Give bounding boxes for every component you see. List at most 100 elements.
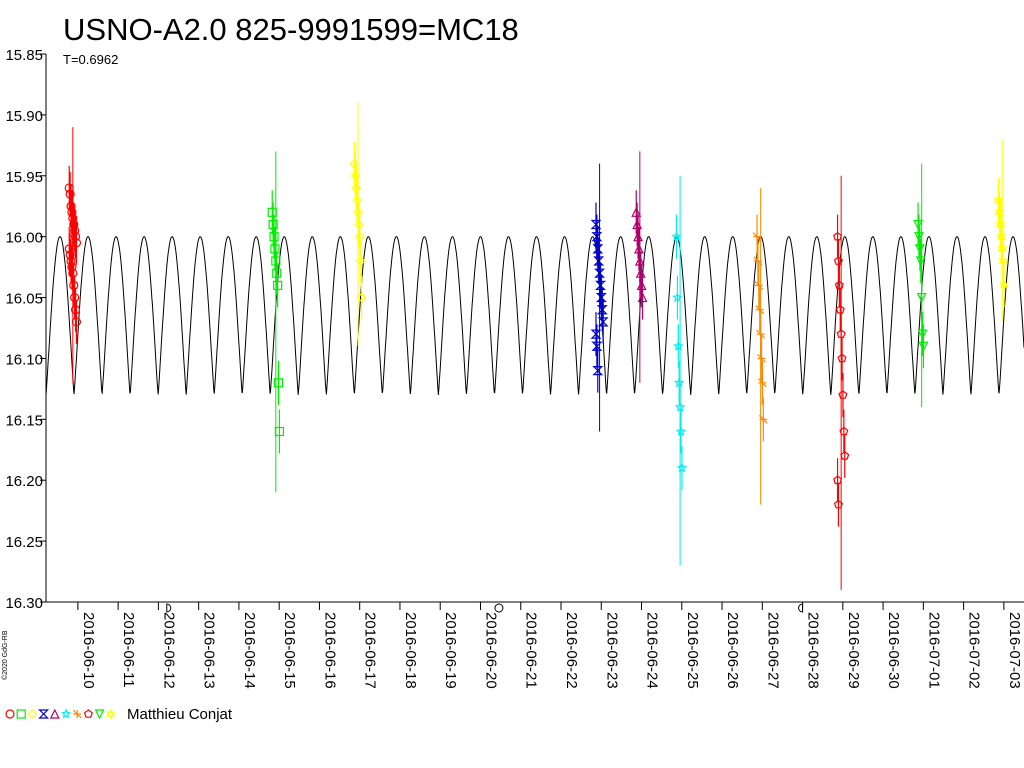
- data-point-diamond: [352, 195, 362, 205]
- observation-series-layer: [64, 102, 1010, 590]
- data-point-star: [671, 231, 682, 242]
- y-tick-label: 15.90: [5, 108, 43, 125]
- x-tick-label: 2016-06-14: [241, 612, 258, 689]
- x-tick-label: 2016-06-12: [160, 612, 177, 689]
- x-tick-label: 2016-06-18: [402, 612, 419, 689]
- y-tick-label: 16.05: [5, 291, 43, 308]
- y-tick-label: 15.95: [5, 169, 43, 186]
- y-tick-label: 16.10: [5, 351, 43, 368]
- data-point-triangle: [633, 243, 644, 254]
- moon-quarter-icon: [798, 603, 804, 613]
- data-point-triangle: [637, 292, 648, 303]
- x-tick-label: 2016-07-02: [966, 612, 983, 689]
- series-star: [671, 175, 688, 566]
- data-point-star: [676, 462, 688, 473]
- legend-observer-name: Matthieu Conjat: [127, 706, 233, 723]
- data-point-hourglass: [592, 366, 604, 376]
- data-point-star-6: [997, 243, 1008, 255]
- y-tick-label: 16.25: [5, 534, 43, 551]
- x-tick-label: 2016-06-19: [442, 612, 459, 689]
- moon-phase-markers: [166, 603, 804, 613]
- data-point-star-6: [995, 218, 1006, 231]
- data-point-circle: [70, 305, 81, 315]
- data-point-circle: [69, 219, 79, 230]
- model-curve-layer: [45, 236, 1024, 396]
- x-tick-label: 2016-06-27: [764, 612, 781, 689]
- data-point-star: [674, 401, 686, 412]
- y-tick-label: 16.30: [5, 595, 43, 612]
- data-point-circle: [70, 225, 80, 236]
- data-point-star: [673, 377, 685, 388]
- data-point-cross: [757, 354, 766, 363]
- data-point-cross: [72, 709, 82, 719]
- data-point-triangle: [632, 219, 643, 230]
- data-point-cross: [758, 414, 768, 424]
- data-point-square: [269, 232, 279, 242]
- data-point-cross: [752, 232, 762, 242]
- data-point-pentagon: [83, 709, 93, 718]
- data-point-triangle-down: [916, 292, 927, 303]
- data-point-pentagon: [839, 426, 849, 436]
- series-pentagon: [832, 175, 850, 590]
- series-triangle-down: [913, 163, 929, 408]
- data-point-circle: [66, 256, 76, 266]
- series-square: [267, 151, 285, 493]
- data-point-circle: [69, 280, 79, 290]
- x-tick-label: 2016-06-28: [805, 612, 822, 689]
- data-point-circle: [65, 189, 75, 199]
- data-point-triangle: [635, 267, 646, 278]
- data-point-pentagon: [832, 475, 843, 485]
- data-point-pentagon: [837, 353, 847, 363]
- model-light-curve: [45, 236, 1024, 396]
- data-point-pentagon: [832, 231, 843, 241]
- x-tick-label: 2016-06-26: [724, 612, 741, 689]
- data-point-diamond: [27, 709, 38, 719]
- x-tick-label: 2016-06-22: [563, 612, 580, 689]
- data-point-square: [273, 378, 284, 388]
- data-point-pentagon: [833, 499, 844, 509]
- data-point-cross: [756, 329, 766, 339]
- data-point-pentagon: [833, 256, 844, 265]
- data-point-circle: [68, 268, 78, 278]
- x-tick-label: 2016-06-10: [80, 612, 97, 689]
- data-point-square: [274, 426, 285, 437]
- data-point-pentagon: [835, 304, 845, 314]
- data-point-star: [60, 708, 72, 719]
- data-point-star-6: [998, 255, 1009, 267]
- data-point-star-6: [993, 194, 1004, 206]
- data-point-circle: [71, 317, 82, 327]
- x-tick-label: 2016-06-15: [281, 612, 298, 689]
- series-circle: [64, 127, 82, 383]
- data-point-cross: [755, 305, 765, 315]
- data-point-circle: [64, 244, 74, 254]
- data-point-triangle-down: [913, 232, 924, 243]
- data-point-diamond: [354, 231, 365, 242]
- data-point-triangle: [636, 280, 647, 290]
- data-point-cross: [753, 256, 763, 266]
- data-point-triangle-down: [94, 709, 105, 720]
- data-point-circle: [5, 709, 15, 719]
- data-point-circle: [70, 292, 80, 303]
- data-point-star-6: [998, 279, 1010, 292]
- y-tick-label: 16.15: [5, 412, 43, 429]
- x-axis-ticks: 2016-06-10 2016-06-11 2016-06-12 2016-06-13…: [77, 602, 1023, 689]
- series-diamond: [349, 102, 367, 347]
- data-point-star-6: [994, 206, 1005, 219]
- data-point-triangle-down: [918, 341, 929, 352]
- data-point-square: [270, 244, 280, 254]
- data-point-star: [672, 292, 683, 303]
- data-point-star-6: [996, 230, 1007, 243]
- data-point-cross: [754, 280, 764, 290]
- y-tick-label: 15.85: [5, 47, 43, 64]
- data-point-star: [675, 425, 687, 436]
- data-point-hourglass: [597, 317, 609, 327]
- data-point-diamond: [349, 158, 360, 169]
- data-point-triangle: [631, 206, 642, 217]
- data-point-circle: [67, 207, 77, 217]
- data-point-circle: [71, 238, 82, 248]
- data-point-triangle-down: [914, 244, 925, 255]
- data-point-circle: [70, 232, 81, 242]
- data-point-pentagon: [834, 280, 844, 290]
- data-point-pentagon: [836, 329, 846, 338]
